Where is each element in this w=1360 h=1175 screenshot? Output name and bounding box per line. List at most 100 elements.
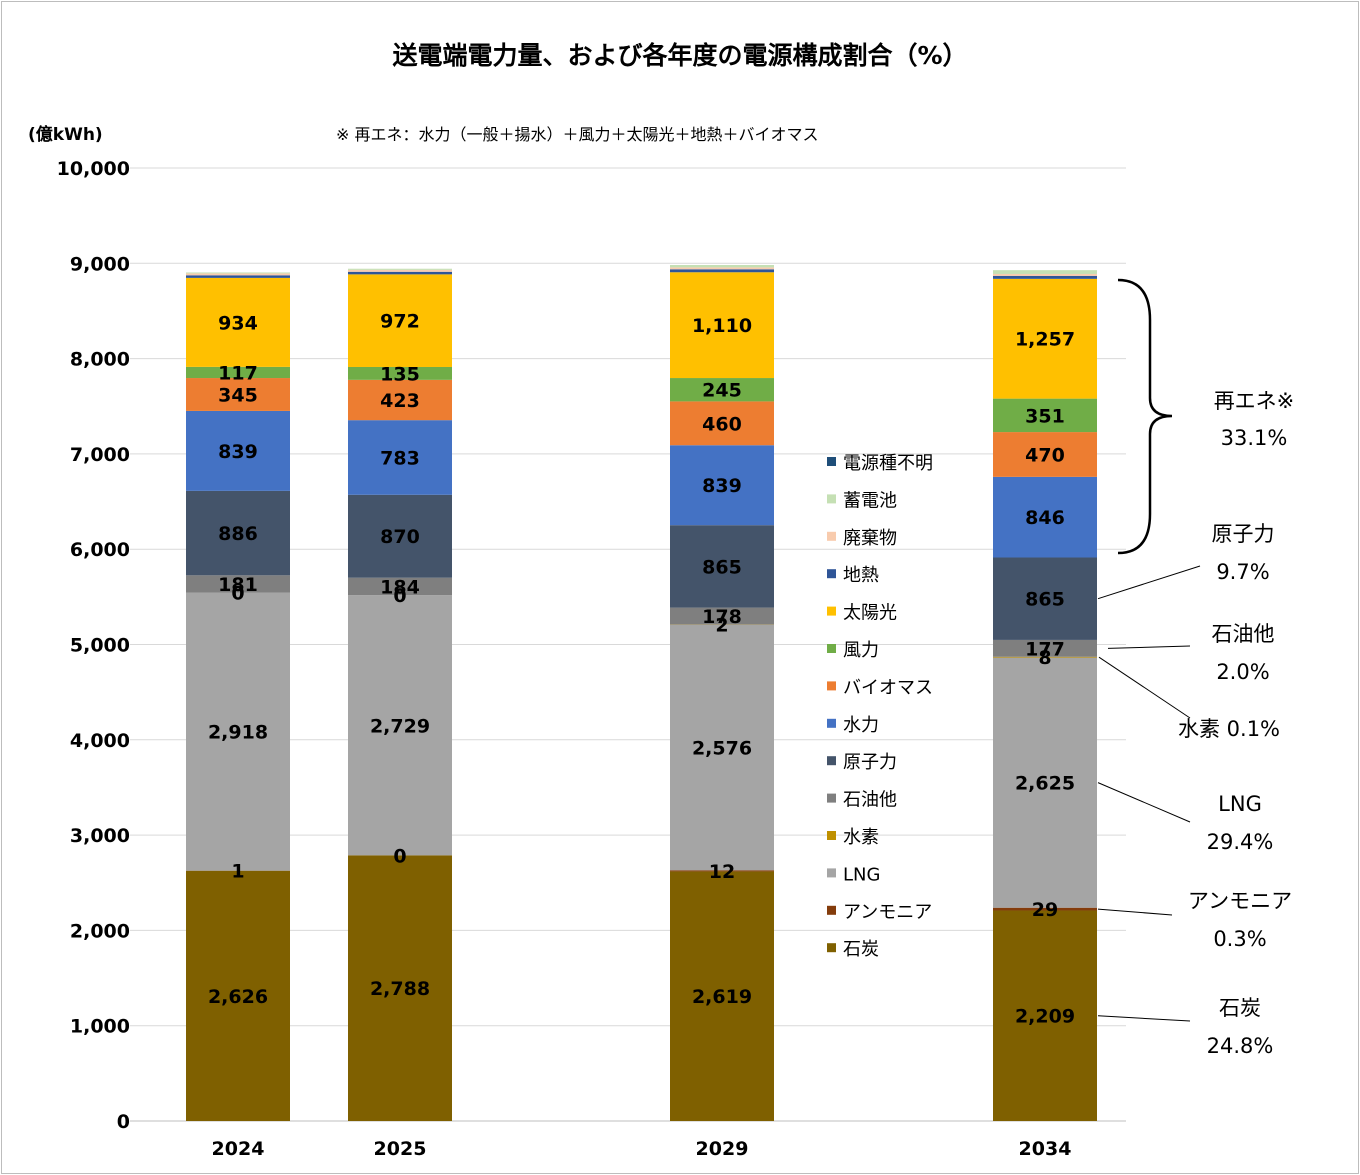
legend-entry: 水力 xyxy=(843,715,879,736)
annotation-label: 再エネ※ xyxy=(1214,389,1295,413)
bar-segment xyxy=(186,275,290,278)
data-label: 0 xyxy=(393,585,406,607)
data-label: 2,788 xyxy=(370,978,430,1000)
y-tick-label: 5,000 xyxy=(70,635,130,657)
data-label: 2,626 xyxy=(208,986,268,1008)
data-label: 117 xyxy=(218,362,258,384)
chart-title: 送電端電力量、および各年度の電源構成割合（%） xyxy=(392,41,967,70)
y-axis-ticks: 0 1,000 2,000 3,000 4,000 5,000 6,000 7,000 8,00… xyxy=(57,158,130,1133)
bar-segment xyxy=(993,639,1097,657)
data-label: 865 xyxy=(1025,589,1065,611)
data-label: 245 xyxy=(702,380,742,402)
annotations: 再エネ※ 33.1% 原子力 9.7% 石油他 2.0% 水素 0.1% LNG 29.4% アン… xyxy=(1097,278,1295,1058)
legend-entry: 石油他 xyxy=(843,790,897,811)
y-tick-label: 2,000 xyxy=(70,920,130,942)
data-label: 470 xyxy=(1025,444,1065,466)
bar-segment xyxy=(993,476,1097,558)
bar-segment xyxy=(993,907,1097,911)
bar-segment xyxy=(993,278,1097,399)
bar-segment xyxy=(348,271,452,275)
data-label: 1 xyxy=(231,861,244,883)
legend-entry: 蓄電池 xyxy=(843,490,897,511)
annotation-percent: 24.8% xyxy=(1207,1034,1274,1058)
annotation-label: 原子力 xyxy=(1212,522,1275,546)
data-label: 0 xyxy=(393,845,406,867)
gridlines xyxy=(130,167,1126,1122)
annotation-label: 石油他 xyxy=(1212,622,1275,646)
bar-segment xyxy=(670,401,774,446)
legend-entry: バイオマス xyxy=(843,677,933,698)
legend-swatch xyxy=(827,718,836,728)
y-tick-label: 9,000 xyxy=(70,253,130,275)
x-tick-label: 2034 xyxy=(1019,1138,1072,1160)
annotation-leader-line xyxy=(1107,645,1191,649)
bar-segment xyxy=(348,595,452,856)
data-labels: 2,62612,91801818868393451179342,78802,72… xyxy=(208,311,1075,1028)
legend-swatch xyxy=(827,569,836,579)
bar-segment xyxy=(670,624,774,871)
legend-entry: 水素 xyxy=(843,827,879,848)
y-tick-label: 6,000 xyxy=(70,539,130,561)
bar-segment xyxy=(348,577,452,596)
annotation-percent: 29.4% xyxy=(1207,830,1274,854)
bar-segment xyxy=(186,870,290,1121)
legend-swatch xyxy=(827,831,836,840)
bar-segment xyxy=(993,910,1097,1121)
bars xyxy=(186,265,1097,1121)
data-label: 1,257 xyxy=(1015,329,1075,351)
bar-segment xyxy=(348,268,452,270)
bar-segment xyxy=(186,410,290,491)
bar-segment xyxy=(348,366,452,380)
data-label: 839 xyxy=(218,441,258,463)
bar-segment xyxy=(993,273,1097,276)
data-label: 2,576 xyxy=(692,738,752,760)
data-label: 865 xyxy=(702,556,742,578)
bar-segment xyxy=(993,275,1097,279)
annotation-leader-line xyxy=(1097,565,1201,600)
y-unit-label: (億kWh) xyxy=(28,124,103,145)
bar-segment xyxy=(348,379,452,421)
annotation-leader-line xyxy=(1097,782,1191,823)
bar-segment xyxy=(348,420,452,495)
bar-segment xyxy=(186,575,290,593)
legend-entry: 廃棄物 xyxy=(843,528,897,549)
bar-segment xyxy=(348,855,452,1121)
legend-swatch xyxy=(827,943,836,953)
bar-segment xyxy=(186,272,290,274)
annotation-leader-line xyxy=(1097,908,1173,916)
y-tick-label: 7,000 xyxy=(70,444,130,466)
bar-segment xyxy=(670,607,774,625)
annotation-percent: 33.1% xyxy=(1221,426,1288,450)
y-tick-label: 1,000 xyxy=(70,1016,130,1038)
legend-swatch xyxy=(827,868,836,878)
data-label: 460 xyxy=(702,413,742,435)
legend-entry: 風力 xyxy=(843,640,879,661)
data-label: 783 xyxy=(380,447,420,469)
legend-swatch xyxy=(827,644,836,653)
data-label: 177 xyxy=(1025,638,1065,660)
annotation-percent: 0.3% xyxy=(1213,927,1266,951)
legend-entry: 地熱 xyxy=(843,565,879,586)
data-label: 351 xyxy=(1025,405,1065,427)
data-label: 29 xyxy=(1032,899,1058,921)
data-label: 846 xyxy=(1025,507,1065,529)
legend-entry: 石炭 xyxy=(843,939,879,960)
data-label: 184 xyxy=(380,576,420,598)
bar-segment xyxy=(186,273,290,276)
annotation-leader-line xyxy=(1098,656,1191,719)
data-label: 839 xyxy=(702,475,742,497)
data-label: 345 xyxy=(218,384,258,406)
bar-segment xyxy=(348,269,452,272)
y-tick-label: 8,000 xyxy=(70,349,130,371)
bar-segment xyxy=(670,525,774,608)
data-label: 2,729 xyxy=(370,715,430,737)
bar-segment xyxy=(186,378,290,411)
x-axis-ticks: 2024 2025 2029 2034 xyxy=(212,1138,1072,1160)
data-label: 2,619 xyxy=(692,986,752,1008)
data-label: 12 xyxy=(709,861,735,883)
y-tick-label: 0 xyxy=(117,1111,130,1133)
y-tick-label: 4,000 xyxy=(70,730,130,752)
